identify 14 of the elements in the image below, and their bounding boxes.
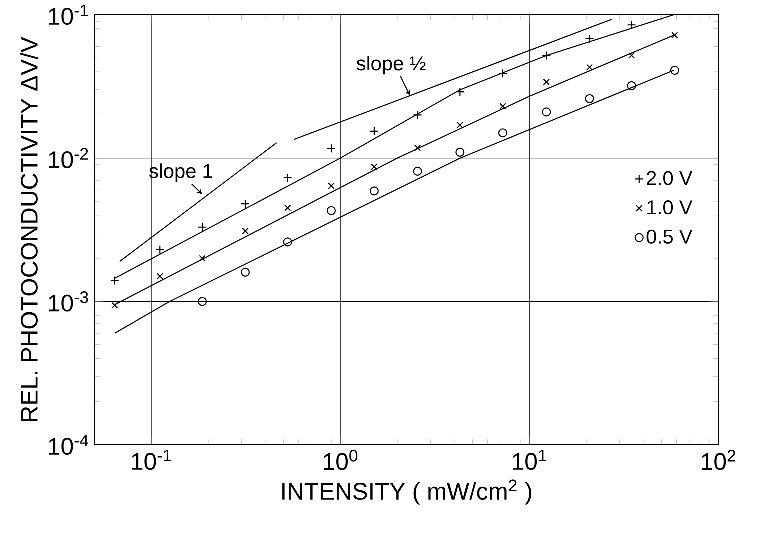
legend-label: 2.0 V [647,171,693,186]
legend-label: 1.0 V [648,200,693,215]
y-tick-label: 10$^{-2}$ [49,148,88,168]
y-tick-label: 10$^{-3}$ [49,292,88,312]
x-tick-label: 10$^{2}$ [702,450,736,470]
y-tick-label: 10$^{-1}$ [49,4,88,26]
y-axis-title: REL. PHOTOCONDUCTIVITY ΔV/V [20,36,38,422]
annotation: slope ½ [356,56,426,75]
x-tick-label: 10$^{0}$ [324,450,358,470]
y-tick-label: 10$^{-4}$ [49,434,89,456]
x-tick-label: 10$^{-1}$ [132,450,172,470]
x-axis-title: INTENSITY ( mW/cm$^{2}$ ) [282,480,532,505]
legend-label: 0.5 V [646,230,693,244]
x-tick-label: 10$^{1}$ [513,450,546,470]
